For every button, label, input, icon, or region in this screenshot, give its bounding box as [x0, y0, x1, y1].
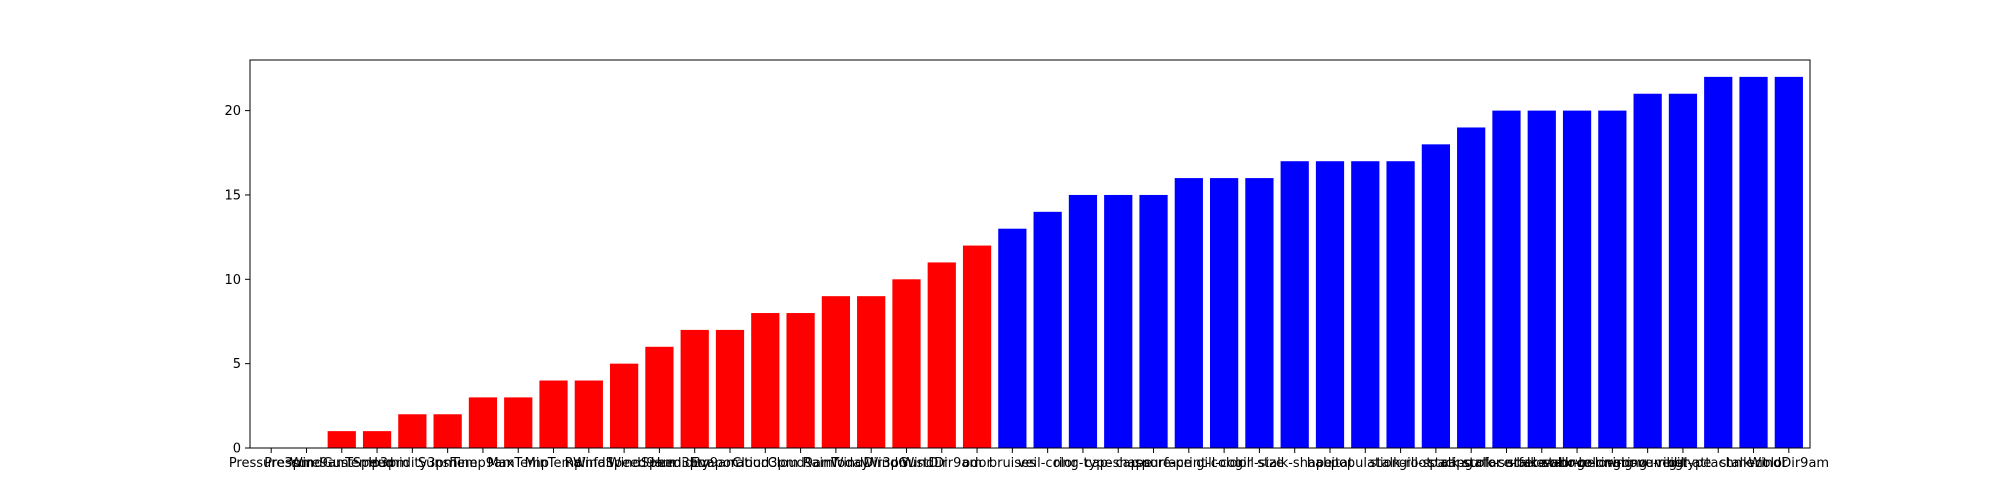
bar-11: [645, 346, 674, 448]
bar-8: [539, 380, 568, 448]
x-tick-label: veil-type: [1655, 456, 1712, 471]
bar-6: [468, 397, 498, 448]
x-tick-label: population: [1331, 456, 1400, 471]
bar-4: [398, 414, 427, 448]
bar-9: [574, 380, 603, 448]
bar-2: [327, 431, 356, 448]
bar-43: [1774, 76, 1803, 448]
x-tick-label: Cloud3pm: [732, 456, 798, 471]
x-tick-label: Rainfall: [565, 456, 613, 471]
x-tick-label: MaxTemp: [487, 456, 549, 471]
bar-33: [1421, 144, 1450, 448]
x-tick-label: Cloud9am: [768, 456, 834, 471]
x-tick-label: cap-surface: [1115, 456, 1191, 471]
x-tick-label: gill-spacing: [1399, 456, 1473, 471]
x-tick-label: Pressure3pm: [229, 456, 314, 471]
bar-10: [610, 363, 639, 448]
x-tick-label: stalk-color: [1720, 456, 1788, 471]
x-tick-label: ring-number: [1607, 456, 1689, 471]
bar-32: [1386, 161, 1415, 448]
x-tick-label: Humidity3pm: [368, 456, 456, 471]
bar-3: [362, 431, 392, 448]
bar-23: [1068, 194, 1098, 448]
x-tick-label: WindSpeed9am: [573, 456, 675, 471]
bar-39: [1633, 93, 1662, 448]
x-tick-label: gill-color: [1196, 456, 1252, 471]
x-tick-label: Temp9am: [450, 456, 515, 471]
plot-area-frame: [249, 59, 1811, 449]
bar-19: [927, 262, 956, 448]
bar-28: [1245, 178, 1274, 448]
x-tick-label: odor: [962, 456, 992, 471]
x-tick-label: MinTemp: [525, 456, 583, 471]
x-tick-label: stalk-surface-below-ring: [1428, 456, 1585, 471]
bar-37: [1562, 110, 1592, 448]
x-tick-label: Evaporation: [691, 456, 769, 471]
bar-36: [1527, 110, 1556, 448]
x-tick-label: stalk-root: [1370, 456, 1432, 471]
bar-21: [998, 228, 1027, 448]
bar-5: [433, 414, 462, 448]
bar-31: [1351, 161, 1380, 448]
y-tick-label: 5: [233, 357, 241, 372]
bar-25: [1139, 194, 1168, 448]
bar-20: [962, 245, 992, 448]
x-tick-label: stalk-color-above-ring: [1542, 456, 1684, 471]
x-tick-label: ring-type: [1053, 456, 1112, 471]
bar-24: [1104, 194, 1133, 448]
x-tick-label: WindGustDir: [866, 456, 948, 471]
x-tick-label: stalk-shape: [1257, 456, 1332, 471]
bar-26: [1174, 178, 1203, 448]
bar-12: [680, 329, 709, 448]
bar-27: [1210, 178, 1239, 448]
x-tick-label: WindDir3pm: [831, 456, 912, 471]
x-tick-label: RainToday: [803, 456, 869, 471]
x-tick-label: gill-attachment: [1669, 456, 1768, 471]
y-tick-label: 0: [233, 442, 241, 457]
x-tick-label: WindDir9am: [901, 456, 982, 471]
bar-16: [821, 296, 850, 448]
x-tick-label: Sunshine: [418, 456, 478, 471]
x-tick-label: habitat: [1307, 456, 1353, 471]
bar-7: [504, 397, 533, 448]
bar-38: [1598, 110, 1627, 448]
y-tick-label: 15: [224, 188, 241, 203]
x-tick-label: cap-color: [1441, 456, 1502, 471]
x-tick-label: spore-print-color: [1135, 456, 1244, 471]
x-tick-label: WindGustSpeed: [290, 456, 394, 471]
x-tick-label: Pressure9am: [264, 456, 348, 471]
bar-14: [751, 313, 780, 448]
bar-13: [715, 329, 745, 448]
x-axis-ticks: Pressure3pmPressure9amWindGustSpeedTemp3…: [229, 448, 1829, 471]
y-axis-ticks: 0 5 10 15 20: [224, 104, 250, 457]
bar-41: [1704, 76, 1733, 448]
bar-40: [1668, 93, 1698, 448]
x-tick-label: cap-shape: [1085, 456, 1152, 471]
bar-35: [1492, 110, 1521, 448]
x-tick-label: Temp3pm: [344, 456, 409, 471]
x-tick-label: bruises: [989, 456, 1036, 471]
bar-34: [1457, 127, 1486, 448]
bar-42: [1739, 76, 1768, 448]
bar-15: [786, 313, 815, 448]
bar-29: [1280, 161, 1309, 448]
x-tick-label: stalk-surface-above-ring: [1463, 456, 1621, 471]
x-tick-label: Humidity9am: [651, 456, 739, 471]
y-tick-label: 10: [224, 273, 241, 288]
x-tick-label: veil-color: [1018, 456, 1078, 471]
bar-17: [857, 296, 886, 448]
x-tick-label: stalk-color-below-ring: [1507, 456, 1647, 471]
bar-group: [327, 76, 1803, 448]
x-tick-label: WindSpeed3pm: [608, 456, 711, 471]
y-tick-label: 20: [224, 104, 241, 119]
x-tick-label: WindDir9am: [1749, 456, 1830, 471]
bar-30: [1315, 161, 1345, 448]
bar-22: [1033, 211, 1062, 448]
x-tick-label: gill-size: [1235, 456, 1284, 471]
bar-18: [892, 279, 921, 448]
